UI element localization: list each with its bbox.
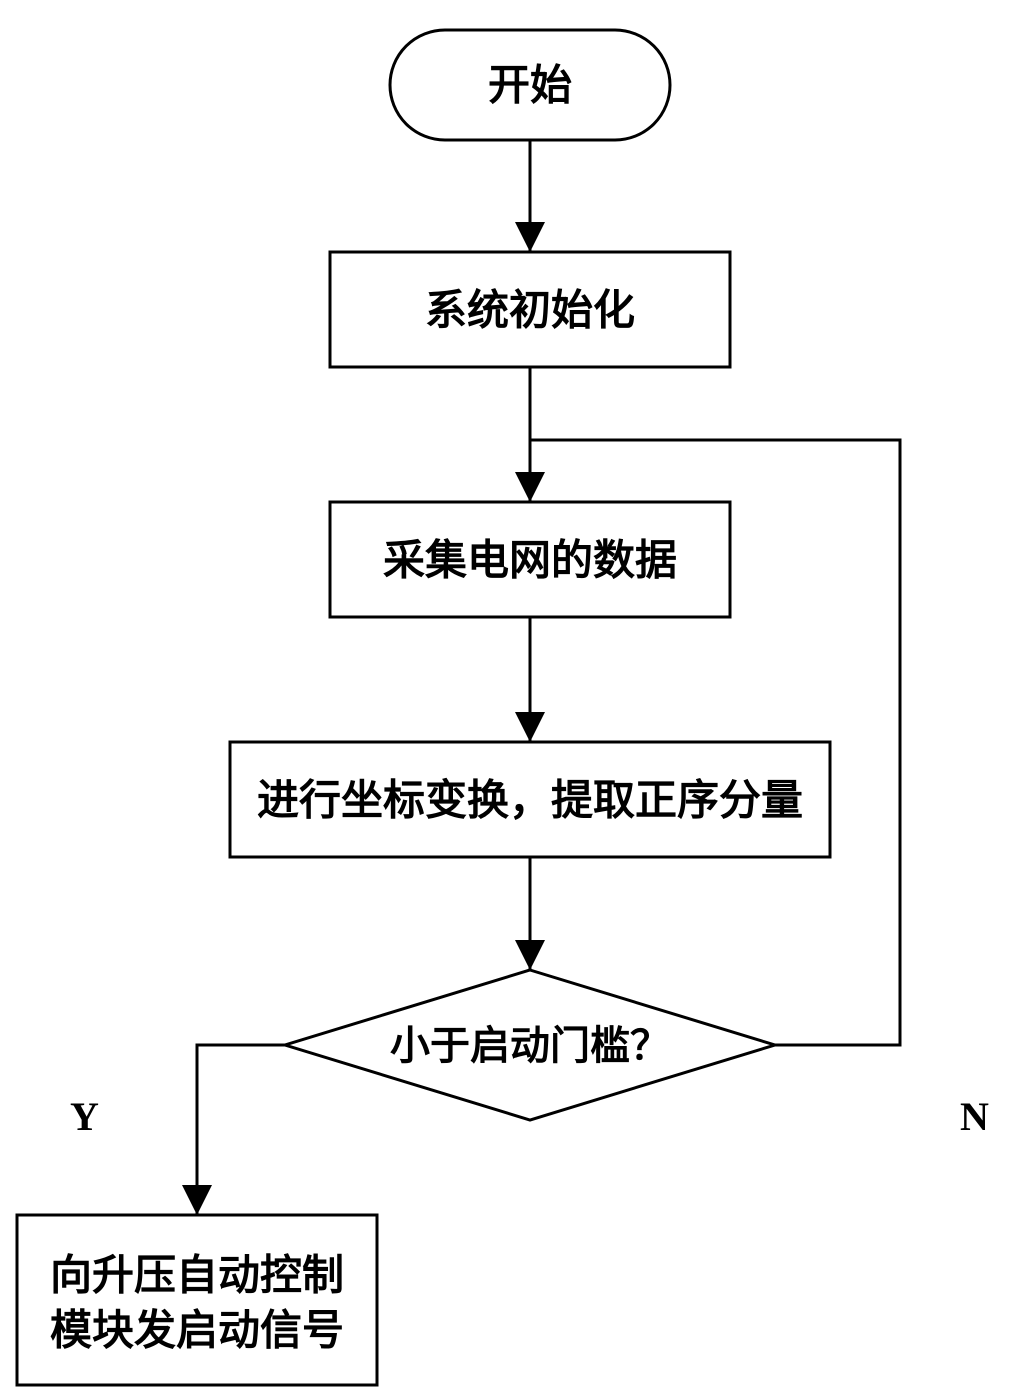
edge-label-n: N	[960, 1094, 989, 1139]
flowchart-svg: Y N 开始 系统初始化 采集电网的数据 进行坐标变换，提取正序分量 小于启动门…	[0, 0, 1030, 1396]
node-transform-label: 进行坐标变换，提取正序分量	[257, 778, 803, 825]
node-init: 系统初始化	[330, 252, 730, 367]
node-output-label-line2: 模块发启动信号	[50, 1308, 344, 1355]
node-start-label: 开始	[488, 63, 572, 110]
edge-decision-output	[197, 1045, 285, 1215]
nodes-group: 开始 系统初始化 采集电网的数据 进行坐标变换，提取正序分量 小于启动门槛？ 向…	[17, 30, 830, 1385]
node-start: 开始	[390, 30, 670, 140]
node-collect: 采集电网的数据	[330, 502, 730, 617]
node-transform: 进行坐标变换，提取正序分量	[230, 742, 830, 857]
node-decision: 小于启动门槛？	[285, 970, 775, 1120]
edge-label-y: Y	[70, 1094, 99, 1139]
node-output-label-line1: 向升压自动控制	[50, 1253, 344, 1300]
node-init-label: 系统初始化	[425, 288, 635, 335]
node-decision-label: 小于启动门槛？	[390, 1023, 670, 1068]
node-output: 向升压自动控制 模块发启动信号	[17, 1215, 377, 1385]
node-collect-label: 采集电网的数据	[383, 538, 677, 585]
